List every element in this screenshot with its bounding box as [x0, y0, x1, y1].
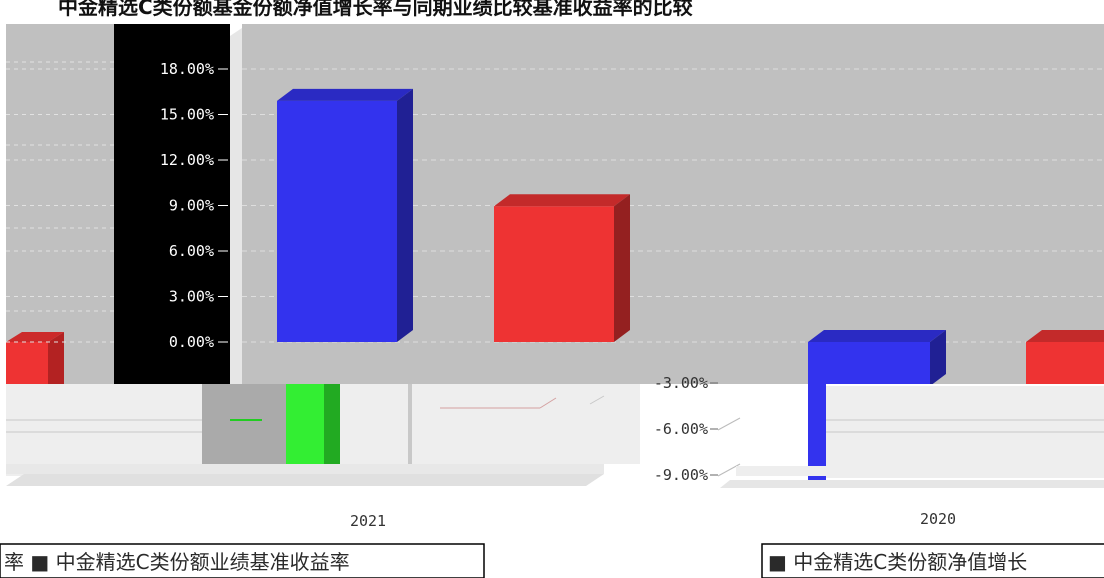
- bar-group-2021: [277, 88, 630, 342]
- bar-2021-benchmark: [494, 194, 630, 342]
- bar-2020-fund-lower: [808, 384, 826, 482]
- y-tick-label: 0.00%: [169, 333, 214, 351]
- legend-left-text: 率 ■ 中金精选C类份额业绩基准收益率: [4, 550, 350, 574]
- y-tick-label: 15.00%: [160, 106, 214, 124]
- x-axis-label-2021: 2021: [350, 512, 386, 530]
- legend-left: 率 ■ 中金精选C类份额业绩基准收益率: [0, 543, 485, 578]
- y-tick-label: 18.00%: [160, 60, 214, 78]
- legend-right-text: ■ 中金精选C类份额净值增长: [768, 550, 1027, 574]
- y-tick-label: 9.00%: [169, 197, 214, 215]
- left-fragment-panel: [6, 24, 114, 384]
- x-axis-label-2020: 2020: [920, 510, 956, 528]
- bar-2020-benchmark: [1026, 330, 1104, 386]
- title-strip: 中金精选C类份额基金份额净值增长率与同期业绩比较基准收益率的比较: [0, 0, 1104, 22]
- chart-title: 中金精选C类份额基金份额净值增长率与同期业绩比较基准收益率的比较: [58, 0, 693, 19]
- y-tick-label-lower: -9.00%: [654, 466, 708, 484]
- y-axis-ticks: 18.00% 15.00% 12.00% 9.00% 6.00% 3.00% 0.00%: [160, 60, 228, 351]
- gridlines: [6, 68, 1104, 343]
- y-tick-label: 6.00%: [169, 242, 214, 260]
- y-axis-ticks-lower: -3.00% -6.00% -9.00%: [654, 374, 718, 484]
- y-axis-background: [114, 24, 230, 386]
- y-tick-label: 12.00%: [160, 151, 214, 169]
- bar-group-2020: [808, 330, 1104, 386]
- x-axis-labels: 2021 2020: [350, 510, 956, 530]
- lower-strip: -3.00% -6.00% -9.00%: [0, 374, 1104, 506]
- legend-right: ■ 中金精选C类份额净值增长: [761, 543, 1104, 578]
- floor-slab-2021: [6, 474, 604, 486]
- middle-light-panel: [340, 384, 640, 464]
- y-tick-label-lower: -3.00%: [654, 374, 708, 392]
- y-axis-wall: [230, 28, 242, 384]
- left-light-panel: [6, 384, 202, 476]
- main-chart-panel: 18.00% 15.00% 12.00% 9.00% 6.00% 3.00% 0.00%: [6, 24, 1104, 386]
- y-tick-label: 3.00%: [169, 288, 214, 306]
- artifact-grey-box: [202, 384, 286, 476]
- left-fragment-red-bar: [6, 332, 64, 384]
- y-tick-label-lower: -6.00%: [654, 420, 708, 438]
- artifact-green-bar: [286, 384, 324, 476]
- bar-2021-fund: [277, 88, 413, 342]
- bar-2020-fund: [808, 330, 946, 386]
